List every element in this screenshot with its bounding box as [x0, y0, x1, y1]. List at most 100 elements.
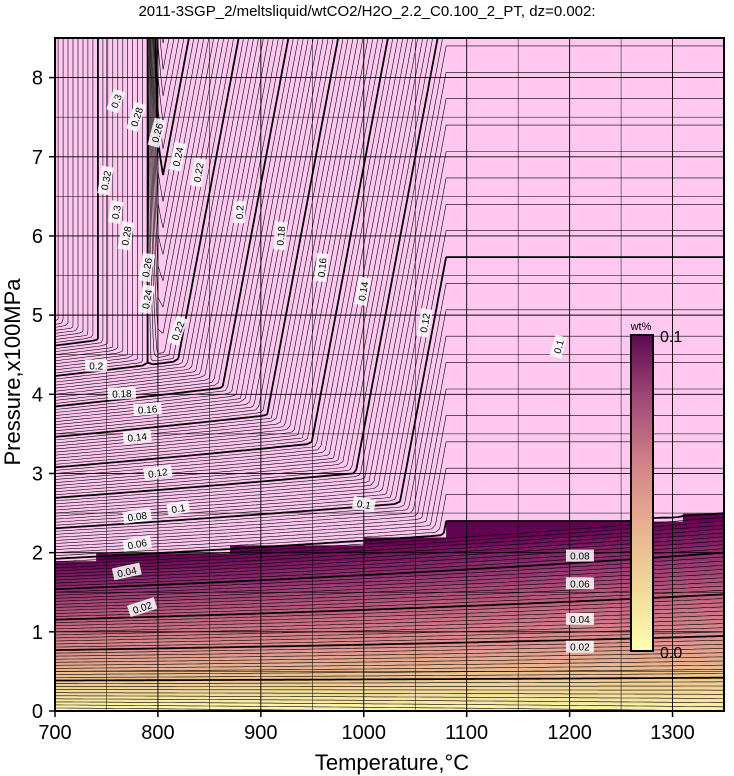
heatmap-cell — [250, 687, 262, 696]
heatmap-cell — [75, 188, 87, 197]
heatmap-cell — [497, 346, 509, 356]
heatmap-cell — [466, 156, 478, 166]
heatmap-cell — [250, 220, 262, 229]
heatmap-cell — [456, 695, 468, 704]
heatmap-cell — [621, 615, 632, 625]
heatmap-cell — [55, 536, 66, 546]
heatmap-cell — [528, 552, 540, 562]
heatmap-cell — [65, 251, 77, 261]
heatmap-cell — [559, 77, 571, 87]
heatmap-cell — [394, 449, 406, 459]
heatmap-cell — [281, 647, 293, 657]
heatmap-cell — [199, 228, 210, 237]
heatmap-cell — [127, 354, 138, 364]
heatmap-cell — [281, 283, 293, 292]
heatmap-cell — [343, 687, 355, 696]
heatmap-cell — [466, 655, 478, 665]
heatmap-cell — [65, 172, 77, 182]
heatmap-cell — [456, 354, 468, 364]
heatmap-cell — [549, 489, 560, 498]
heatmap-cell — [157, 61, 169, 71]
heatmap-cell — [569, 212, 581, 221]
heatmap-cell — [456, 449, 468, 459]
heatmap-cell — [569, 315, 581, 324]
heatmap-cell — [157, 101, 169, 110]
heatmap-cell — [229, 299, 241, 308]
heatmap-cell — [96, 473, 108, 482]
heatmap-cell — [219, 576, 231, 585]
heatmap-cell — [219, 489, 231, 498]
heatmap-cell — [178, 544, 190, 554]
heatmap-cell — [85, 53, 97, 63]
heatmap-cell — [518, 315, 530, 324]
heatmap-cell — [281, 378, 293, 387]
heatmap-cell — [651, 536, 663, 546]
heatmap-cell — [250, 370, 262, 380]
heatmap-cell — [497, 481, 509, 490]
heatmap-cell — [569, 497, 581, 506]
heatmap-cell — [631, 85, 643, 95]
heatmap-cell — [260, 457, 272, 467]
heatmap-cell — [178, 354, 190, 364]
heatmap-cell — [651, 687, 663, 696]
heatmap-cell — [157, 140, 169, 150]
heatmap-cell — [312, 671, 324, 680]
heatmap-cell — [353, 544, 365, 554]
heatmap-cell — [281, 473, 293, 482]
heatmap-cell — [507, 220, 519, 229]
heatmap-cell — [271, 410, 283, 419]
heatmap-cell — [271, 133, 283, 142]
heatmap-cell — [250, 291, 262, 300]
heatmap-cell — [425, 93, 437, 102]
heatmap-cell — [415, 425, 427, 435]
heatmap-cell — [631, 299, 643, 308]
heatmap-cell — [528, 473, 540, 482]
heatmap-cell — [631, 148, 643, 158]
heatmap-cell — [446, 528, 457, 538]
heatmap-cell — [229, 687, 241, 696]
heatmap-cell — [549, 513, 560, 522]
heatmap-cell — [528, 568, 540, 577]
heatmap-cell — [106, 544, 118, 554]
heatmap-cell — [497, 520, 509, 530]
heatmap-cell — [332, 45, 344, 55]
heatmap-layer — [55, 38, 724, 711]
heatmap-cell — [435, 204, 447, 213]
heatmap-cell — [302, 93, 313, 102]
heatmap-cell — [559, 378, 571, 387]
heatmap-cell — [363, 402, 375, 411]
heatmap-cell — [476, 156, 488, 166]
heatmap-cell — [651, 204, 663, 213]
heatmap-cell — [106, 38, 118, 47]
heatmap-cell — [610, 204, 622, 213]
heatmap-cell — [178, 655, 190, 665]
heatmap-cell — [281, 323, 293, 332]
heatmap-cell — [75, 172, 87, 182]
heatmap-cell — [404, 481, 416, 490]
heatmap-cell — [528, 457, 540, 467]
heatmap-cell — [538, 188, 550, 197]
heatmap-cell — [291, 402, 303, 411]
heatmap-cell — [384, 623, 396, 633]
heatmap-cell — [199, 148, 210, 158]
heatmap-cell — [549, 235, 560, 245]
heatmap-cell — [106, 156, 118, 166]
heatmap-cell — [621, 117, 632, 126]
heatmap-cell — [435, 433, 447, 443]
heatmap-cell — [240, 568, 252, 577]
heatmap-cell — [302, 418, 313, 427]
heatmap-cell — [260, 639, 272, 649]
heatmap-cell — [384, 655, 396, 665]
heatmap-cell — [590, 38, 602, 47]
heatmap-cell — [332, 394, 344, 403]
heatmap-cell — [147, 703, 159, 711]
heatmap-cell — [507, 243, 519, 253]
heatmap-cell — [188, 465, 200, 475]
heatmap-cell — [240, 433, 252, 443]
heatmap-cell — [240, 283, 252, 292]
heatmap-cell — [549, 275, 560, 285]
heatmap-cell — [302, 671, 313, 680]
heatmap-cell — [199, 402, 210, 411]
heatmap-cell — [528, 505, 540, 514]
heatmap-cell — [579, 473, 591, 482]
